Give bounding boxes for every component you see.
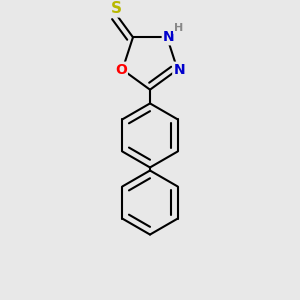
- Text: O: O: [115, 63, 127, 77]
- Text: S: S: [111, 2, 122, 16]
- Text: N: N: [173, 63, 185, 77]
- Text: H: H: [174, 23, 183, 33]
- Text: N: N: [163, 30, 174, 44]
